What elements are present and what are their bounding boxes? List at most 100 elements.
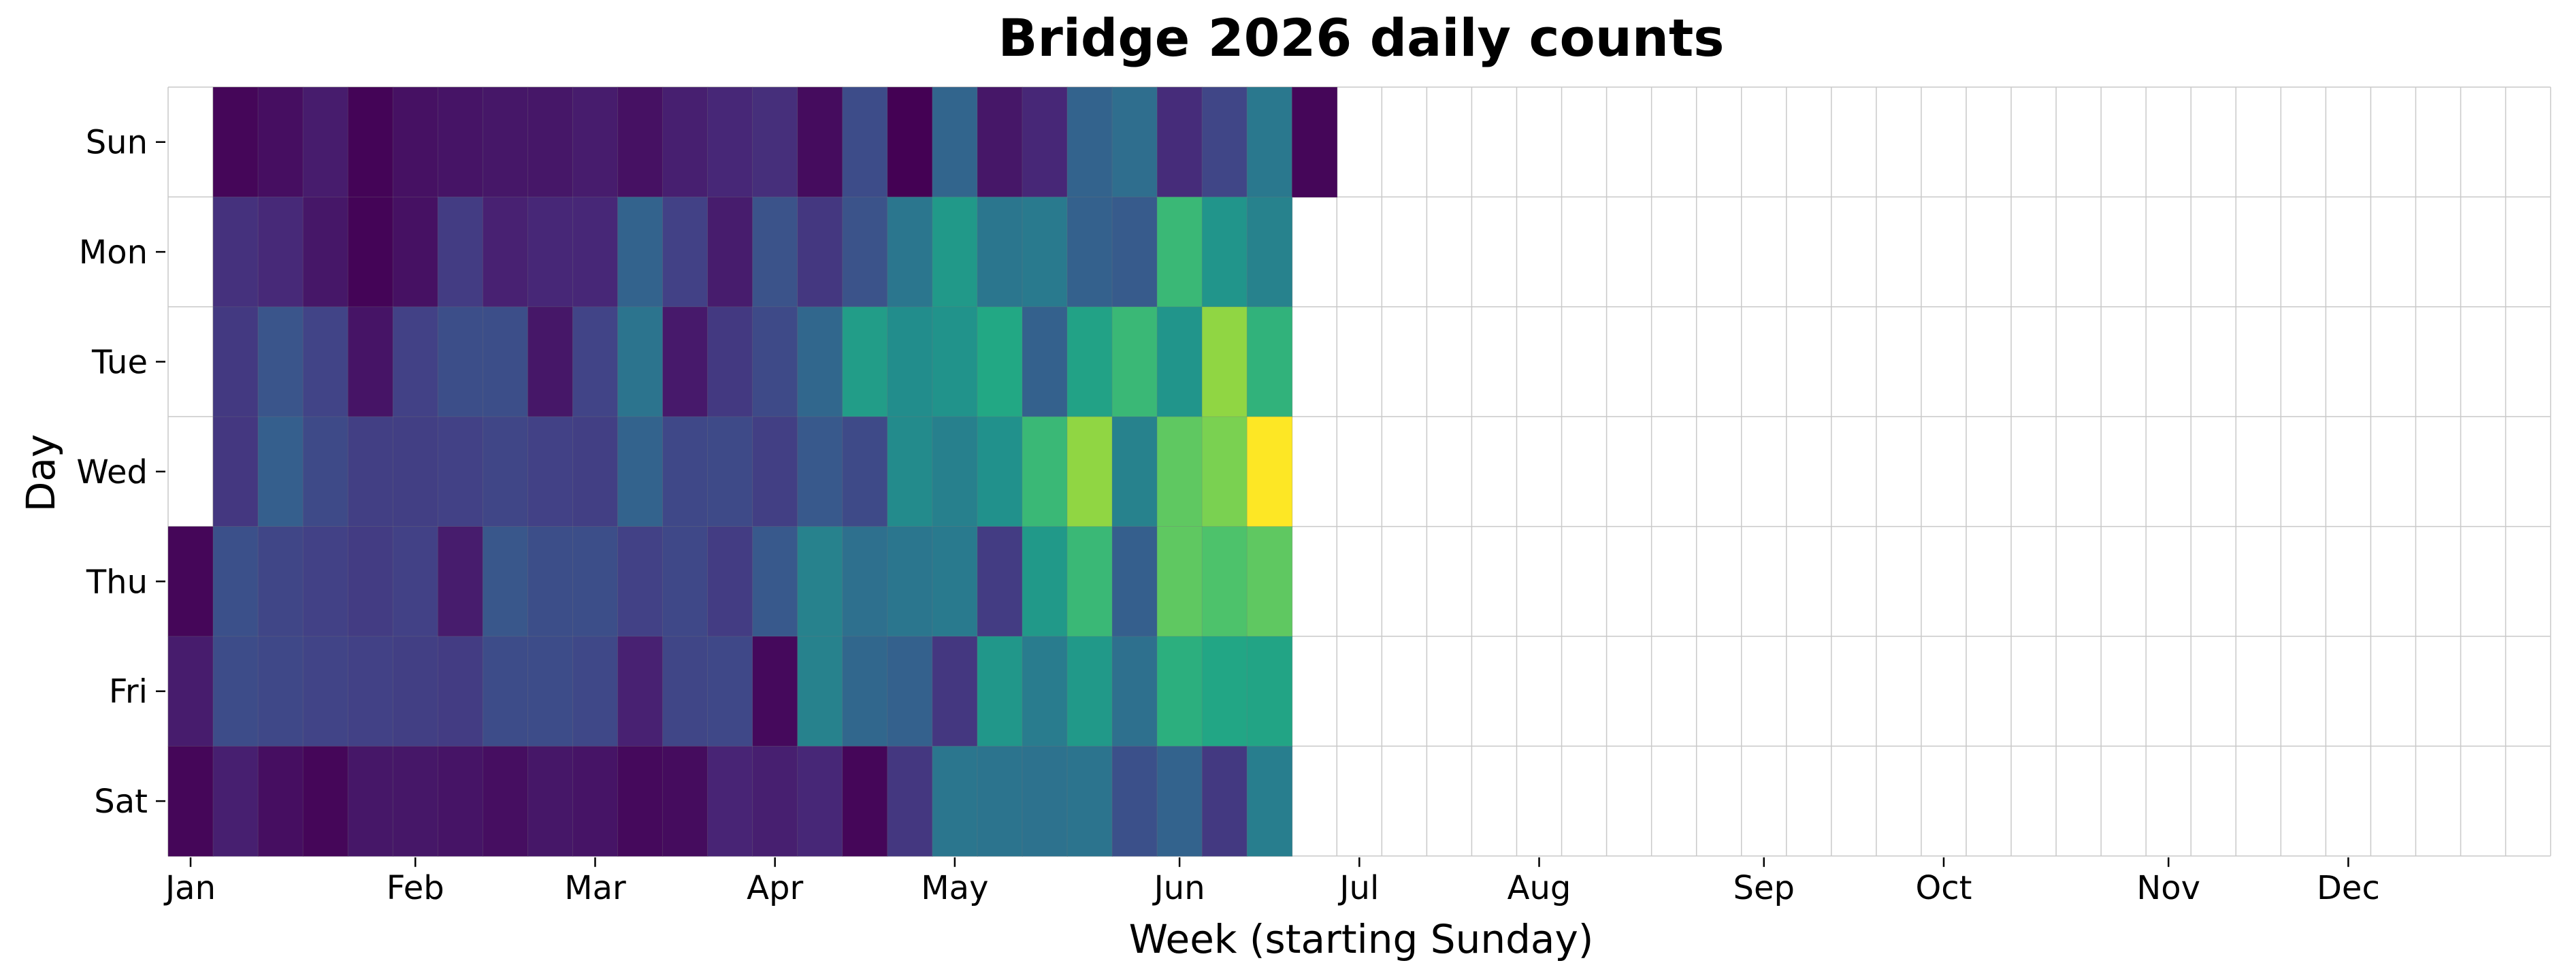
heatmap-cell-thu-week-13 [752,526,798,637]
x-tick-label-jan: Jan [163,869,216,907]
heatmap-cell-mon-week-20 [1066,196,1113,308]
heatmap-cell-tue-week-4 [347,306,394,418]
heatmap-cell-sat-week-14 [797,746,843,857]
heatmap-cell-mon-week-2 [257,196,304,308]
heatmap-cell-thu-week-15 [842,526,888,637]
heatmap-cell-wed-week-10 [617,416,664,527]
heatmap-cell-sat-week-16 [887,746,933,857]
heatmap-cell-fri-week-11 [662,636,708,747]
x-axis-label: Week (starting Sunday) [1129,916,1594,962]
x-tick-label-mar: Mar [564,869,626,907]
heatmap-cell-mon-week-12 [707,196,753,308]
heatmap-cell-sat-week-17 [932,746,978,857]
heatmap-cell-thu-week-2 [257,526,304,637]
heatmap-cell-tue-week-23 [1201,306,1248,418]
heatmap-cell-wed-week-16 [887,416,933,527]
heatmap-cell-tue-week-7 [482,306,529,418]
heatmap-cell-wed-week-14 [797,416,843,527]
heatmap-cell-sat-week-1 [212,746,259,857]
heatmap-cell-mon-week-23 [1201,196,1248,308]
heatmap-cell-sun-week-5 [392,86,439,198]
heatmap-cell-sun-week-14 [797,86,843,198]
heatmap-cell-sun-week-3 [302,86,349,198]
heatmap-cell-sun-week-9 [572,86,619,198]
heatmap-cell-thu-week-9 [572,526,619,637]
heatmap-cell-thu-week-21 [1111,526,1158,637]
y-tick-label-sat: Sat [94,783,148,821]
heatmap-cell-fri-week-1 [212,636,259,747]
heatmap-cell-sun-week-4 [347,86,394,198]
heatmap-cell-sat-week-19 [1022,746,1068,857]
y-axis-label: Day [18,434,64,512]
heatmap-cell-sun-week-13 [752,86,798,198]
heatmap-cell-sat-week-10 [617,746,664,857]
heatmap-cell-wed-week-4 [347,416,394,527]
y-tick-label-tue: Tue [91,344,148,382]
heatmap-cell-tue-week-11 [662,306,708,418]
heatmap-cell-tue-week-19 [1022,306,1068,418]
y-tick-label-thu: Thu [86,563,148,601]
heatmap-cell-tue-week-6 [437,306,484,418]
heatmap-cell-wed-week-19 [1022,416,1068,527]
heatmap-cell-fri-week-16 [887,636,933,747]
heatmap-cell-fri-week-7 [482,636,529,747]
heatmap-cell-mon-week-5 [392,196,439,308]
heatmap-cell-tue-week-17 [932,306,978,418]
heatmap-cell-wed-week-3 [302,416,349,527]
heatmap-cell-tue-week-5 [392,306,439,418]
heatmap-cell-sun-week-6 [437,86,484,198]
heatmap-cell-fri-week-22 [1156,636,1203,747]
y-axis: Sun Mon Tue Wed Thu Fri Sat [76,124,165,821]
heatmap-cell-thu-week-11 [662,526,708,637]
heatmap-cell-mon-week-24 [1246,196,1293,308]
heatmap-cell-mon-week-15 [842,196,888,308]
chart-title: Bridge 2026 daily counts [998,7,1724,68]
heatmap-cell-mon-week-22 [1156,196,1203,308]
heatmap-cell-thu-week-10 [617,526,664,637]
heatmap-cell-thu-week-16 [887,526,933,637]
heatmap-cell-fri-week-4 [347,636,394,747]
heatmap-cell-fri-week-0 [167,636,214,747]
heatmap-cell-sat-week-11 [662,746,708,857]
heatmap-cell-tue-week-16 [887,306,933,418]
heatmap-cell-tue-week-20 [1066,306,1113,418]
heatmap-cell-thu-week-24 [1246,526,1293,637]
heatmap-cell-sat-week-21 [1111,746,1158,857]
heatmap-cell-wed-week-15 [842,416,888,527]
heatmap-cell-fri-week-18 [977,636,1023,747]
heatmap-cell-tue-week-24 [1246,306,1293,418]
heatmap-cell-fri-week-9 [572,636,619,747]
heatmap-cell-thu-week-12 [707,526,753,637]
heatmap-cell-tue-week-18 [977,306,1023,418]
heatmap-cell-sat-week-12 [707,746,753,857]
heatmap-cell-sun-week-8 [527,86,574,198]
heatmap-cell-sat-week-0 [167,746,214,857]
heatmap-cell-mon-week-10 [617,196,664,308]
x-tick-label-may: May [921,869,988,907]
heatmap-cell-mon-week-3 [302,196,349,308]
heatmap-cell-sun-week-25 [1291,86,1338,198]
heatmap-cell-sun-week-15 [842,86,888,198]
heatmap-cell-sun-week-24 [1246,86,1293,198]
heatmap-cell-sat-week-4 [347,746,394,857]
heatmap-cell-wed-week-23 [1201,416,1248,527]
heatmap-cell-tue-week-21 [1111,306,1158,418]
heatmap-cell-fri-week-12 [707,636,753,747]
heatmap-cell-mon-week-8 [527,196,574,308]
heatmap-cell-mon-week-9 [572,196,619,308]
heatmap-cell-wed-week-20 [1066,416,1113,527]
heatmap-cell-tue-week-9 [572,306,619,418]
heatmap-cell-tue-week-10 [617,306,664,418]
heatmap-cell-wed-week-2 [257,416,304,527]
heatmap-cell-sun-week-22 [1156,86,1203,198]
heatmap-cell-thu-week-19 [1022,526,1068,637]
heatmap-cell-tue-week-8 [527,306,574,418]
heatmap-cell-wed-week-1 [212,416,259,527]
heatmap-cell-mon-week-14 [797,196,843,308]
heatmap-cell-wed-week-12 [707,416,753,527]
heatmap-cell-fri-week-19 [1022,636,1068,747]
heatmap-cell-wed-week-5 [392,416,439,527]
heatmap-cell-wed-week-18 [977,416,1023,527]
heatmap-cell-sun-week-7 [482,86,529,198]
